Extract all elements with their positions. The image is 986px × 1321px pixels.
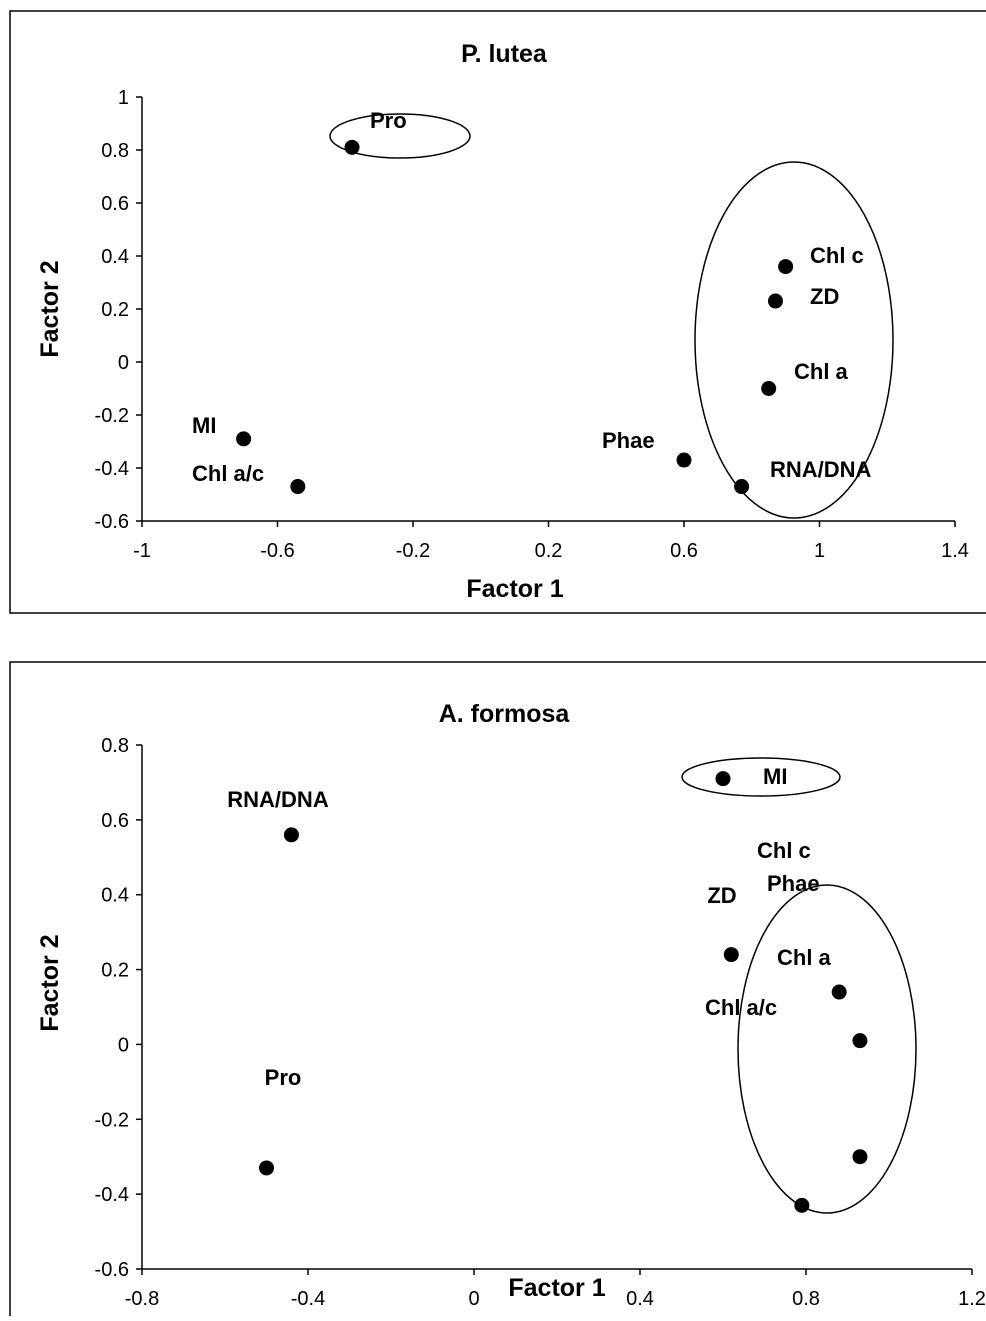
plot-area: -0.6 -0.4 -0.2 0 0.2 0.4 0.6 0.8 -0.8 -0.4 0 0.4 0.8…: [95, 735, 986, 1310]
x-tick-label: 1.2: [958, 1288, 986, 1310]
y-tick-label: 0: [118, 1034, 129, 1056]
data-label-chl-a: Chl a: [794, 359, 849, 384]
y-tick-label: 0.2: [101, 299, 129, 321]
x-tick-label: -0.8: [125, 1288, 159, 1310]
x-tick-label: -0.4: [291, 1288, 325, 1310]
data-label-chl-c: Chl c: [757, 838, 811, 863]
data-label-zd: ZD: [810, 284, 839, 309]
data-point-zd: [767, 293, 783, 309]
y-tick-label: 0.6: [101, 810, 129, 832]
y-tick-label: -0.6: [95, 511, 129, 533]
data-label-chl-a-c: Chl a/c: [705, 995, 777, 1020]
y-tick-label: -0.2: [95, 1109, 129, 1131]
x-tick-label: 0.8: [792, 1288, 820, 1310]
data-label-phae: Phae: [602, 428, 655, 453]
data-point-chl-a: [852, 1149, 868, 1165]
x-tick-label: 0: [468, 1288, 479, 1310]
data-point-zd: [723, 947, 739, 963]
y-tick-label: -0.6: [95, 1259, 129, 1281]
cluster-ellipse: [329, 113, 471, 159]
x-tick-label: -1: [133, 540, 151, 562]
data-point-chl-c: [831, 984, 847, 1000]
x-tick-label: 1: [814, 540, 825, 562]
chart-panel-a-formosa: A. formosa Factor 1 Factor 2 -0.6-0.4-0.…: [9, 661, 986, 1321]
data-label-chl-c: Chl c: [810, 243, 864, 268]
data-label-mi: MI: [763, 764, 787, 789]
data-point-pro: [259, 1160, 274, 1176]
data-label-phae: Phae: [767, 871, 820, 896]
x-tick-label: 1.4: [941, 540, 969, 562]
data-point-chl-a: [761, 381, 777, 396]
data-point-rna-dna: [734, 479, 750, 495]
x-tick-label: 0.4: [626, 1288, 654, 1310]
chart-frame: [9, 661, 986, 1321]
y-axis-label: Factor 2: [36, 260, 64, 357]
data-label-rna-dna: RNA/DNA: [227, 787, 329, 812]
data-point-pro: [344, 139, 360, 155]
data-label-pro: Pro: [370, 108, 407, 133]
chart-title: P. lutea: [461, 40, 548, 68]
data-point-chl-c: [778, 259, 794, 275]
x-tick-label: -0.2: [396, 540, 430, 562]
y-tick-label: 0.4: [101, 246, 129, 268]
y-tick-label: 0: [118, 352, 129, 374]
data-label-chl-a: Chl a: [777, 945, 832, 970]
y-tick-label: -0.2: [95, 405, 129, 427]
cluster-ellipse: [681, 757, 841, 797]
plot-area: -0.6-0.4-0.200.20.40.60.81-1 -0.6 -0.2 0.2 0…: [95, 87, 969, 562]
data-point-mi: [236, 431, 252, 447]
y-tick-label: 0.4: [101, 885, 129, 907]
y-tick-label: -0.4: [95, 1184, 129, 1206]
chart-panel-p-lutea: P. lutea Factor 1 Factor 2 -0.6 -0.4 -0.2 0…: [9, 10, 986, 614]
data-label-zd: ZD: [707, 883, 736, 908]
data-point-chl-a-c: [290, 479, 306, 495]
data-point-rna-dna: [283, 827, 299, 843]
y-axis-label: Factor 2: [36, 934, 64, 1031]
data-label-pro: Pro: [265, 1065, 302, 1090]
data-label-chl-a-c: Chl a/c: [192, 461, 264, 486]
data-label-mi: MI: [192, 413, 216, 438]
y-tick-label: 0.2: [101, 960, 129, 982]
data-point-chl-a-c: [794, 1197, 810, 1213]
chart-title: A. formosa: [439, 700, 571, 728]
y-tick-label: -0.4: [95, 458, 129, 480]
x-tick-label: -0.6: [260, 540, 294, 562]
data-point-phae: [852, 1033, 868, 1049]
y-tick-label: 0.8: [101, 140, 129, 162]
y-tick-label: 0.8: [101, 735, 129, 757]
data-point-phae: [676, 452, 692, 468]
data-label-rna-dna: RNA/DNA: [770, 457, 872, 482]
chart-frame: [9, 10, 986, 614]
cluster-ellipse: [694, 161, 894, 519]
x-axis-label: Factor 1: [508, 1274, 605, 1302]
data-point-mi: [715, 771, 731, 787]
y-tick-label: 1: [118, 87, 129, 109]
cluster-ellipse: [737, 884, 917, 1214]
x-axis-label: Factor 1: [466, 575, 563, 603]
x-tick-label: 0.2: [535, 540, 563, 562]
y-tick-label: 0.6: [101, 193, 129, 215]
x-tick-label: 0.6: [670, 540, 698, 562]
